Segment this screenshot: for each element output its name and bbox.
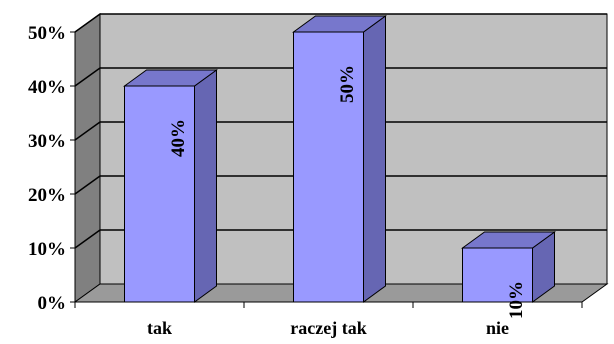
side-wall — [74, 13, 101, 303]
y-tick-label: 20% — [28, 185, 66, 206]
x-category-label: nie — [486, 318, 509, 338]
gridline — [74, 175, 607, 195]
y-tick-label: 50% — [28, 23, 66, 44]
bar-data-label: 50% — [337, 65, 358, 103]
y-tick-label: 10% — [28, 239, 66, 260]
bar-front — [124, 85, 195, 303]
bar-data-label: 40% — [168, 119, 189, 157]
y-tick-label: 30% — [28, 131, 66, 152]
bar-side — [363, 15, 386, 303]
bar-tak: 40% — [122, 69, 219, 303]
y-axis-ticks: 0% 10% 20% 30% 40% 50% — [28, 23, 75, 314]
bar-side — [194, 69, 217, 303]
chart-bars: 40% 50% 10% — [122, 15, 557, 319]
y-tick-label: 40% — [28, 77, 66, 98]
gridline — [74, 229, 607, 249]
bar-raczej-tak: 50% — [291, 15, 388, 303]
x-category-label: raczej tak — [290, 318, 366, 338]
bar-front — [293, 31, 364, 303]
bar-nie: 10% — [460, 231, 557, 319]
x-axis-labels: tak raczej tak nie — [74, 302, 583, 338]
y-tick-label: 0% — [38, 293, 67, 314]
bar-front — [462, 247, 533, 303]
gridline — [74, 67, 607, 87]
chart-gridlines — [74, 13, 607, 249]
gridline — [74, 13, 607, 33]
bar-data-label: 10% — [506, 281, 527, 319]
gridline — [74, 121, 607, 141]
x-category-label: tak — [147, 318, 172, 338]
